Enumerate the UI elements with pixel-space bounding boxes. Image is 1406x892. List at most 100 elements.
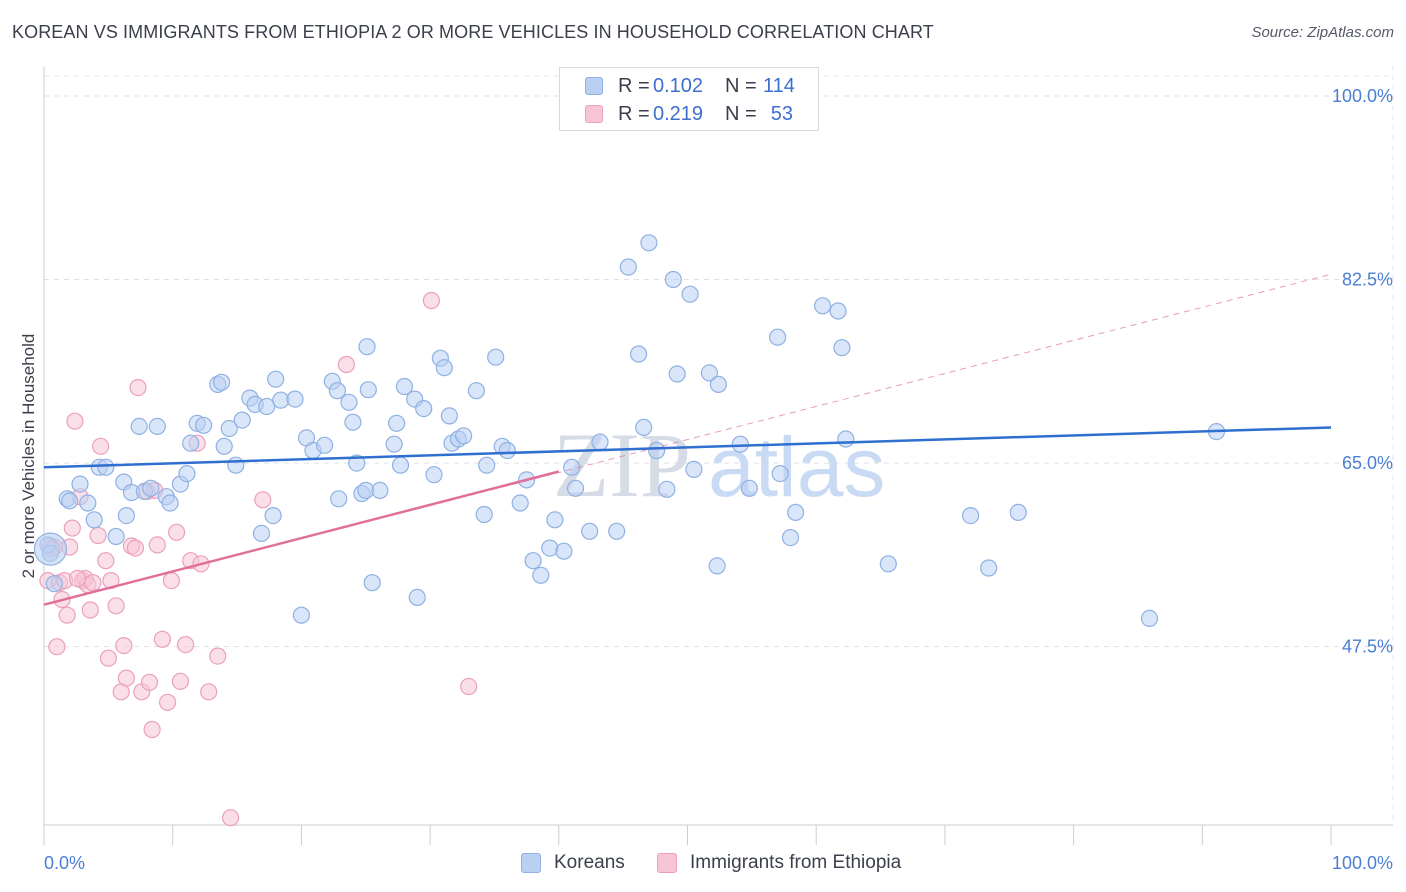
legend-row-ethiopia: R = 0.219 N = 53 <box>560 101 818 129</box>
legend-swatch-blue <box>585 77 603 95</box>
korean-point <box>658 480 676 498</box>
bottom-legend-label: Immigrants from Ethiopia <box>690 852 902 873</box>
legend-n-value: 114 <box>763 75 795 97</box>
ethiopia-point <box>422 291 440 310</box>
watermark-atlas: atlas <box>708 420 885 514</box>
korean-point <box>555 542 573 560</box>
ethiopia-point <box>209 647 227 665</box>
korean-point <box>581 522 599 540</box>
korean-point <box>435 359 453 377</box>
ethiopia-point <box>143 720 161 739</box>
korean-point <box>71 475 89 493</box>
bottom-legend-swatch-pink <box>657 853 677 873</box>
korean-point <box>647 441 666 460</box>
tick-labels: 47.5% 65.0% 82.5% 100.0% 0.0% 100.0% <box>44 86 1393 873</box>
korean-point <box>768 328 787 346</box>
korean-point <box>740 479 758 497</box>
korean-point <box>455 427 473 445</box>
korean-point <box>541 539 559 557</box>
ethiopia-point <box>66 412 84 430</box>
bottom-legend-swatch-blue <box>521 853 541 873</box>
korean-point <box>709 375 728 393</box>
korean-point <box>220 419 238 438</box>
ethiopia-point <box>68 569 87 588</box>
korean-point <box>664 270 682 289</box>
korean-point <box>487 348 505 366</box>
korean-point <box>635 418 653 436</box>
ethiopia-point <box>115 636 133 655</box>
ethiopia-point <box>58 606 76 624</box>
korean-point <box>475 505 493 524</box>
korean-point <box>388 414 406 432</box>
korean-point <box>252 524 271 543</box>
y-axis-label: 2 or more Vehicles in Household <box>19 334 38 579</box>
legend-n-label: N = <box>725 75 757 97</box>
korean-point <box>233 411 251 429</box>
y-tick-label: 47.5% <box>1342 637 1393 657</box>
korean-point <box>1140 609 1159 628</box>
korean-point <box>142 479 160 497</box>
korean-point <box>608 522 626 540</box>
korean-point <box>619 258 637 276</box>
ethiopia-point <box>177 635 195 654</box>
korean-point <box>395 377 413 396</box>
korean-point <box>813 297 832 315</box>
ethiopia-point <box>171 672 189 690</box>
axes <box>43 67 1393 845</box>
korean-point <box>700 364 719 382</box>
legend-n-label: N = <box>725 103 757 125</box>
series-ethiopia-points <box>39 291 478 827</box>
korean-point <box>425 466 443 484</box>
korean-point <box>879 555 897 573</box>
korean-point <box>85 511 103 529</box>
korean-point <box>358 338 376 356</box>
legend-r-value: 0.219 <box>653 103 704 125</box>
korean-point <box>829 302 847 320</box>
ethiopia-point <box>89 526 107 545</box>
series-koreans-points <box>33 234 1226 628</box>
korean-point <box>1009 503 1027 522</box>
x-tick-label: 0.0% <box>44 853 85 873</box>
korean-point <box>371 481 389 499</box>
ethiopia-point <box>63 519 81 537</box>
korean-point <box>182 434 200 452</box>
korean-trend-line <box>43 426 1332 469</box>
korean-point <box>511 494 529 512</box>
korean-point <box>415 400 433 418</box>
ethiopia-point <box>117 669 136 687</box>
korean-point <box>833 339 851 357</box>
korean-point <box>258 397 276 416</box>
korean-point <box>178 465 196 483</box>
korean-point <box>213 373 231 391</box>
korean-point <box>161 494 179 512</box>
korean-point <box>359 381 377 399</box>
korean-point <box>440 407 458 425</box>
korean-point <box>961 506 980 525</box>
stats-legend: R = 0.102 N = 114 R = 0.219 N = 53 <box>559 67 819 131</box>
ethiopia-point <box>168 523 186 541</box>
ethiopia-point <box>140 673 159 691</box>
ethiopia-point <box>126 539 144 557</box>
korean-point <box>148 417 166 435</box>
korean-point <box>227 456 245 474</box>
korean-point <box>786 503 805 522</box>
ethiopia-point <box>148 536 166 554</box>
ethiopia-point <box>97 552 115 570</box>
korean-point <box>292 606 310 624</box>
ethiopia-point <box>159 693 177 711</box>
korean-point <box>566 479 585 497</box>
korean-point <box>681 285 699 303</box>
korean-point <box>316 436 334 454</box>
bottom-legend-label: Koreans <box>554 852 625 873</box>
korean-point <box>195 416 213 434</box>
korean-point <box>467 382 485 400</box>
korean-point <box>771 465 789 483</box>
korean-point <box>837 430 855 448</box>
ethiopia-point <box>84 574 102 592</box>
korean-point <box>524 552 542 570</box>
korean-point <box>215 437 233 455</box>
korean-point <box>478 456 496 474</box>
ethiopia-point <box>254 491 272 509</box>
ethiopia-point <box>200 683 218 701</box>
